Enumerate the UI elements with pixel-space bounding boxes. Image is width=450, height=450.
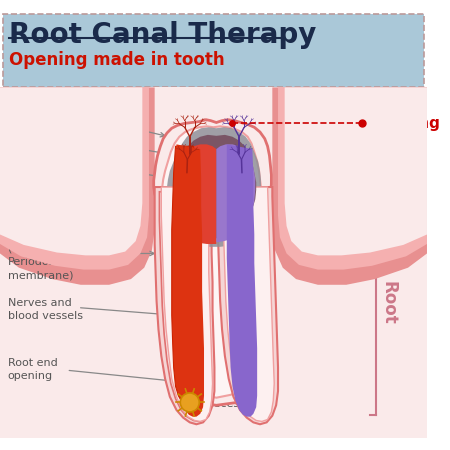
Text: Crown: Crown <box>359 161 392 171</box>
Polygon shape <box>162 126 261 398</box>
Polygon shape <box>216 187 278 424</box>
Polygon shape <box>0 87 142 255</box>
Polygon shape <box>161 187 212 421</box>
FancyBboxPatch shape <box>3 14 424 87</box>
Polygon shape <box>155 187 215 424</box>
Polygon shape <box>174 144 204 417</box>
Text: Nerves and
blood vessels: Nerves and blood vessels <box>8 298 83 321</box>
Circle shape <box>180 393 199 412</box>
Polygon shape <box>272 87 427 285</box>
Polygon shape <box>0 87 427 438</box>
Text: Gums: Gums <box>294 179 327 189</box>
Polygon shape <box>181 152 216 230</box>
Polygon shape <box>222 187 274 421</box>
Polygon shape <box>285 87 427 255</box>
Polygon shape <box>227 144 257 417</box>
Text: Bone: Bone <box>294 196 323 206</box>
Text: Root end
opening: Root end opening <box>8 358 57 381</box>
Text: Cementum
(containing
Periodontal
membrane): Cementum (containing Periodontal membran… <box>8 232 73 280</box>
Polygon shape <box>0 87 155 285</box>
Polygon shape <box>154 120 271 405</box>
Text: Gums: Gums <box>8 179 40 189</box>
Text: Opening made in tooth: Opening made in tooth <box>9 51 225 69</box>
Text: Root Canal Therapy: Root Canal Therapy <box>9 21 317 49</box>
Polygon shape <box>174 135 256 238</box>
Polygon shape <box>159 192 210 421</box>
Text: Abscess: Abscess <box>201 399 246 410</box>
Polygon shape <box>175 144 216 244</box>
Text: Pulp: Pulp <box>40 156 183 181</box>
Text: Opening: Opening <box>368 116 440 131</box>
Polygon shape <box>167 127 261 247</box>
Polygon shape <box>0 87 149 270</box>
Text: Enamel: Enamel <box>40 106 165 137</box>
Text: Bone: Bone <box>8 196 36 206</box>
Text: Dentin: Dentin <box>40 130 174 157</box>
Polygon shape <box>216 144 255 242</box>
Polygon shape <box>172 146 198 405</box>
Polygon shape <box>278 87 427 270</box>
Text: Root: Root <box>379 281 397 325</box>
